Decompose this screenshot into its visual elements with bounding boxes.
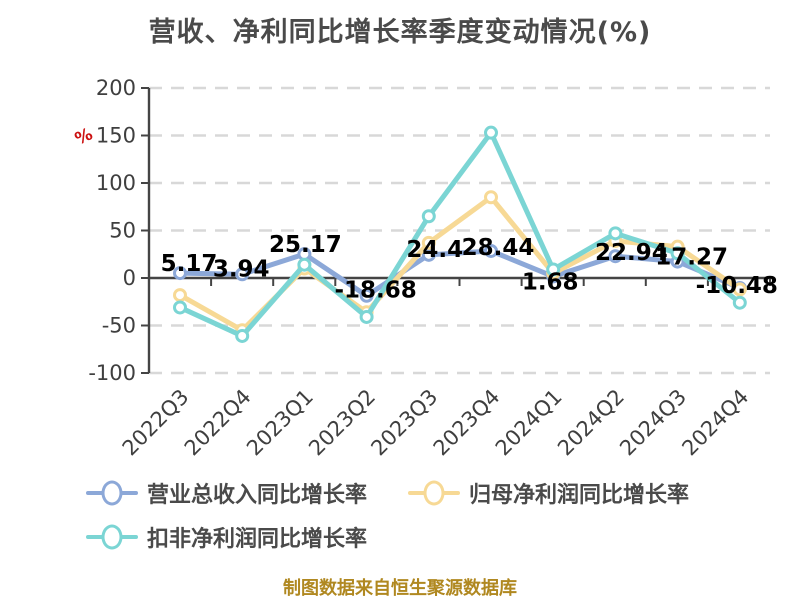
- y-tick-label: 100: [96, 171, 136, 195]
- y-tick-label: -100: [88, 361, 136, 385]
- legend-label-revenue-growth: 营业总收入同比增长率: [147, 483, 368, 508]
- x-tick-label[interactable]: 2022Q3: [118, 385, 194, 461]
- legend-item-non-gaap-profit-growth[interactable]: 扣非净利润同比增长率: [86, 523, 368, 552]
- series-2-point-8[interactable]: [670, 246, 685, 261]
- legend-label-net-profit-growth: 归母净利润同比增长率: [469, 483, 690, 508]
- legend-item-net-profit-growth[interactable]: 归母净利润同比增长率: [408, 479, 690, 508]
- data-point-label: 28.44: [462, 235, 535, 261]
- series-2-point-6[interactable]: [546, 262, 561, 277]
- series-2-point-1[interactable]: [235, 328, 250, 343]
- data-point-label: 3.94: [213, 256, 270, 282]
- y-axis-unit-label: %: [72, 124, 96, 149]
- x-tick-label[interactable]: 2023Q2: [304, 385, 380, 461]
- series-2-point-4[interactable]: [421, 209, 436, 224]
- series-line-0: [177, 248, 743, 299]
- data-point-label: -10.48: [696, 273, 778, 299]
- x-tick-label[interactable]: 2024Q3: [615, 385, 691, 461]
- legend-marker-net-profit-icon: [408, 479, 460, 507]
- x-tick-label[interactable]: 2023Q4: [429, 385, 505, 461]
- data-point-label: 24.4: [406, 237, 463, 263]
- data-point-label: 17.27: [655, 245, 728, 271]
- chart-title: 营收、净利同比增长率季度变动情况(%): [148, 17, 652, 48]
- y-tick-label: -50: [102, 314, 136, 338]
- data-point-label: -18.68: [334, 278, 416, 304]
- x-tick-label[interactable]: 2024Q4: [677, 385, 753, 461]
- series-0-point-7[interactable]: [608, 249, 623, 264]
- y-tick-label: 0: [123, 266, 136, 290]
- series-2-point-0[interactable]: [173, 300, 187, 315]
- series-1-point-5[interactable]: [484, 190, 498, 205]
- series-1-point-0[interactable]: [173, 288, 187, 303]
- data-point-label: 25.17: [269, 232, 342, 258]
- x-tick-label[interactable]: 2023Q1: [242, 385, 318, 461]
- series-0-point-0[interactable]: [173, 266, 187, 281]
- legend-item-revenue-growth[interactable]: 营业总收入同比增长率: [86, 479, 368, 508]
- series-line-2: [177, 130, 743, 339]
- series-2-point-3[interactable]: [359, 309, 374, 324]
- series-2-point-7[interactable]: [608, 226, 623, 241]
- x-tick-label[interactable]: 2022Q4: [180, 385, 256, 461]
- x-tick-label[interactable]: 2024Q2: [553, 385, 629, 461]
- line-chart-canvas[interactable]: 200150100500-50-100%2022Q32022Q42023Q120…: [0, 0, 800, 470]
- data-point-label: 22.94: [595, 240, 668, 266]
- series-0-point-1[interactable]: [235, 267, 250, 282]
- series-2-point-2[interactable]: [297, 257, 312, 272]
- series-0-point-3[interactable]: [359, 288, 374, 303]
- x-tick-label[interactable]: 2023Q3: [366, 385, 442, 461]
- legend-marker-revenue-icon: [86, 479, 138, 507]
- series-2-point-9[interactable]: [732, 295, 747, 310]
- data-source-note: 制图数据来自恒生聚源数据库: [283, 578, 517, 599]
- y-tick-label: 150: [96, 124, 136, 148]
- y-tick-label: 200: [96, 76, 136, 100]
- data-point-label: 1.68: [522, 269, 579, 295]
- series-0-point-5[interactable]: [484, 243, 498, 258]
- data-point-label: 5.17: [161, 251, 218, 277]
- legend-label-non-gaap-profit-growth: 扣非净利润同比增长率: [147, 527, 368, 552]
- y-tick-label: 50: [109, 219, 136, 243]
- x-tick-label[interactable]: 2024Q1: [491, 385, 567, 461]
- series-1-point-9[interactable]: [732, 282, 747, 297]
- series-1-point-4[interactable]: [421, 235, 436, 250]
- legend-marker-non-gaap-icon: [86, 523, 138, 551]
- series-2-point-5[interactable]: [484, 125, 498, 140]
